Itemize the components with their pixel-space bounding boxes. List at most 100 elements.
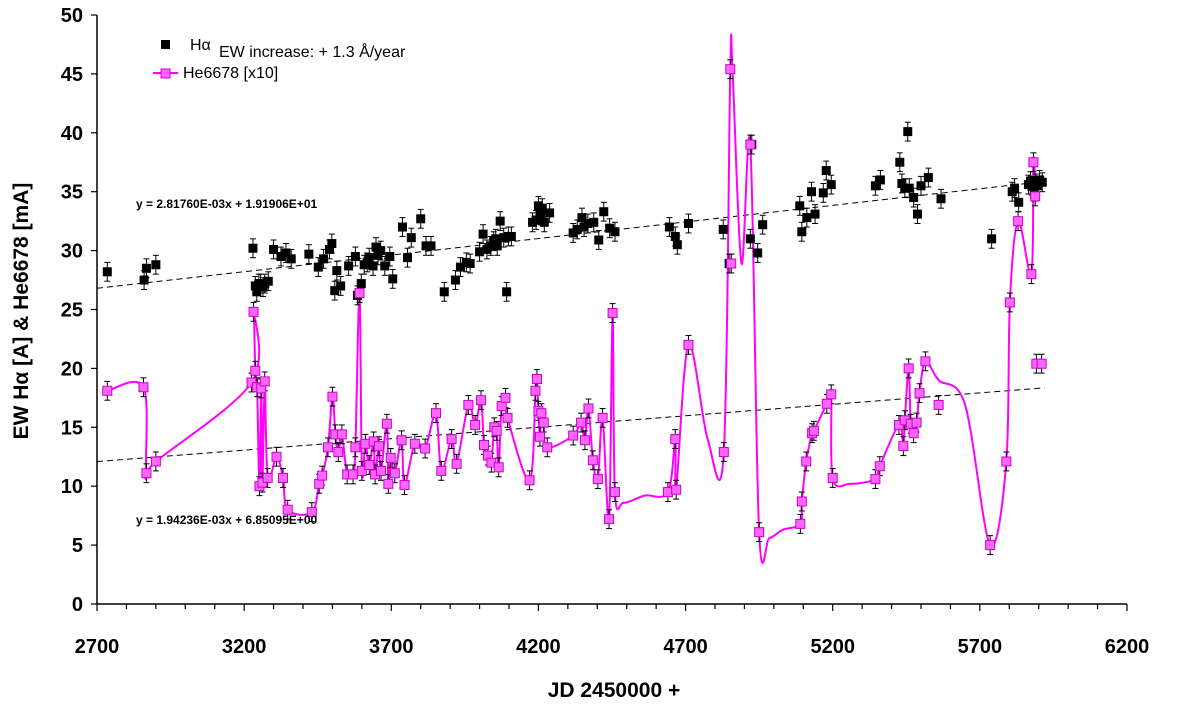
he6678-point [463, 399, 474, 410]
he6678-point [271, 451, 282, 462]
he6678-point [1013, 216, 1024, 227]
he6678-point [360, 438, 371, 449]
he6678-point [920, 356, 931, 367]
halpha-point [502, 287, 512, 297]
halpha-point [421, 241, 431, 251]
he6678-point [683, 339, 694, 350]
he6678-point [383, 478, 394, 489]
he6678-point [1001, 456, 1012, 467]
he6678-point [1036, 358, 1047, 369]
he6678-point [396, 435, 407, 446]
halpha-point [718, 224, 728, 234]
he6678-point [874, 461, 885, 472]
halpha-point [319, 254, 329, 264]
y-axis-title: EW Hα [A] & He6678 [mA] [10, 183, 33, 440]
halpha-point [1025, 176, 1035, 186]
he6678-point [493, 462, 504, 473]
he6678-point [1026, 269, 1037, 280]
x-tick-label-4700: 4700 [663, 636, 708, 658]
halpha-point [936, 194, 946, 204]
halpha-point [923, 173, 933, 183]
halpha-point [912, 209, 922, 219]
he6678-point [576, 417, 587, 428]
he6678-curve [107, 33, 1037, 564]
halpha-point [539, 217, 549, 227]
y-tick-label-45: 45 [61, 64, 83, 86]
halpha-point [139, 275, 149, 285]
y-tick-label-30: 30 [61, 241, 83, 263]
he6678-point [726, 258, 737, 269]
y-tick-label-10: 10 [61, 476, 83, 498]
he6678-point [381, 418, 392, 429]
he6678-point [348, 469, 359, 480]
he6678-point [356, 465, 367, 476]
he6678-point [903, 363, 914, 374]
halpha-point [486, 241, 496, 251]
he6678-point [409, 438, 420, 449]
halpha-point [491, 234, 501, 244]
halpha-point [909, 193, 919, 203]
halpha-point [670, 231, 680, 241]
halpha-point [281, 248, 291, 258]
he6678-point [364, 459, 375, 470]
he6678-point [385, 452, 396, 463]
halpha-point [286, 254, 296, 264]
he6678-point [327, 391, 338, 402]
he6678-point [354, 288, 365, 299]
x-tick-label-3700: 3700 [369, 636, 414, 658]
he6678-point [604, 514, 615, 525]
halpha-point [450, 275, 460, 285]
he6678-point [985, 540, 996, 551]
legend: Hα He6678 [x10] [153, 37, 278, 82]
halpha-point [664, 222, 674, 232]
y-tick-label-15: 15 [61, 417, 83, 439]
halpha-point [495, 216, 505, 226]
halpha-point [895, 157, 905, 167]
halpha-point [478, 229, 488, 239]
halpha-point [416, 214, 426, 224]
halpha-point [475, 247, 485, 257]
he6678-point [530, 385, 541, 396]
he6678-point [671, 484, 682, 495]
halpha-point [537, 203, 547, 213]
he6678-point [821, 398, 832, 409]
halpha-point [535, 210, 545, 220]
he6678-point [436, 465, 447, 476]
halpha-point [455, 262, 465, 272]
x-tick-label-2700: 2700 [75, 636, 120, 658]
he6678-point [592, 474, 603, 485]
he6678-point [470, 419, 481, 430]
legend-marker-he [160, 68, 171, 79]
halpha-point [1010, 183, 1020, 193]
halpha-point [818, 188, 828, 198]
y-tick-label-35: 35 [61, 182, 83, 204]
halpha-point [531, 215, 541, 225]
he6678-point [491, 425, 502, 436]
trendline-halpha [96, 180, 1045, 289]
halpha-point [807, 187, 817, 197]
halpha-point [402, 253, 412, 263]
trendline-he [96, 387, 1045, 463]
x-tick-label-4200: 4200 [516, 636, 561, 658]
halpha-point [753, 248, 763, 258]
he6678-point [102, 385, 113, 396]
halpha-point [1014, 197, 1024, 207]
he6678-point [373, 441, 384, 452]
he6678-point [399, 480, 410, 491]
halpha-point [371, 242, 381, 252]
halpha-point [344, 261, 354, 271]
he6678-point [754, 527, 765, 538]
x-tick-label-5200: 5200 [810, 636, 855, 658]
halpha-point [499, 233, 509, 243]
halpha-point [356, 279, 366, 289]
y-tick-label-20: 20 [61, 358, 83, 380]
halpha-point [672, 240, 682, 250]
halpha-point [1037, 177, 1047, 187]
he6678-point [259, 376, 270, 387]
he6678-point [262, 472, 273, 483]
he6678-point [375, 465, 386, 476]
halpha-point [380, 261, 390, 271]
halpha-point [758, 220, 768, 230]
he6678-point [933, 399, 944, 410]
